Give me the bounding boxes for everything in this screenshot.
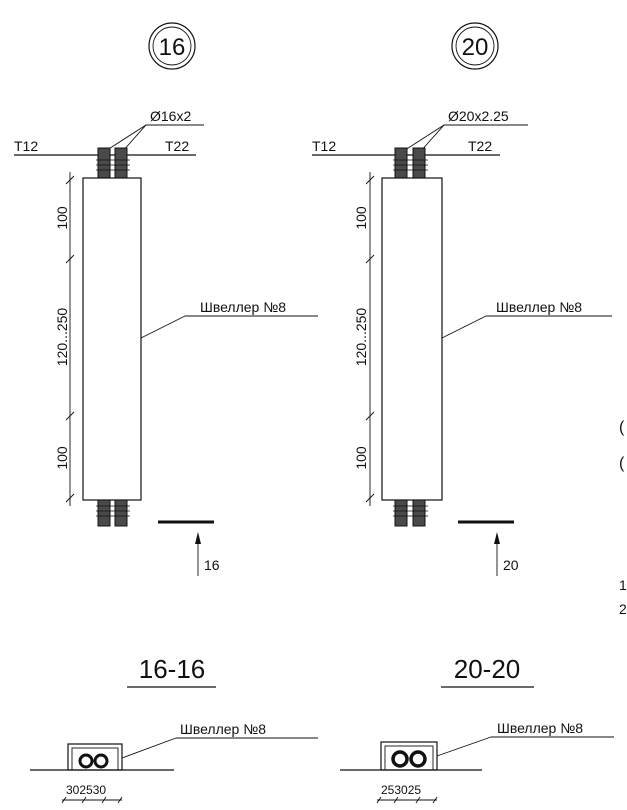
label-t22: T22: [165, 138, 189, 154]
detail-16: 16 Ø16x2 T12 T22: [14, 22, 318, 804]
section-dims: 253025: [381, 783, 421, 797]
channel-label: Швеллер №8: [496, 299, 582, 315]
pipe-ends-top: [393, 147, 428, 179]
section-title-16: 16-16: [127, 654, 216, 688]
label-t22: T22: [468, 138, 492, 154]
channel-label: Швеллер №8: [200, 299, 286, 315]
dim-top: 100: [54, 206, 70, 230]
dim-bottom: 100: [353, 446, 369, 470]
section-marker-label: 16: [204, 557, 220, 573]
section-view: Швеллер №8 253025: [340, 720, 614, 804]
section-cut-marker: 20: [458, 520, 519, 576]
edge-fragments: ( ( 1 2: [619, 419, 627, 617]
section-title-20: 20-20: [441, 654, 534, 688]
detail-20: 20 Ø20x2.25 T12 T22: [312, 22, 614, 804]
edge-fragment: 1: [619, 577, 627, 593]
section-channel-label: Швеллер №8: [180, 721, 266, 737]
channel-body: [381, 177, 443, 501]
detail-badge-text: 16: [159, 34, 186, 61]
pipe-ends-bottom: [96, 499, 130, 527]
edge-fragment: (: [619, 419, 625, 436]
dim-mid: 120...250: [54, 308, 70, 367]
dim-top: 100: [353, 206, 369, 230]
section-marker-label: 20: [503, 557, 519, 573]
label-t12: T12: [14, 138, 38, 154]
dimension-chain: 100 120...250 100: [54, 172, 75, 506]
pipe-ends-top: [96, 147, 130, 179]
dim-mid: 120...250: [353, 308, 369, 367]
detail-badge-text: 20: [462, 34, 489, 61]
pipe-size-label: Ø20x2.25: [448, 108, 509, 124]
section-cut-marker: 16: [158, 520, 220, 576]
detail-badge-20: 20: [451, 22, 499, 70]
edge-fragment: 2: [619, 601, 627, 617]
label-t12: T12: [312, 138, 336, 154]
pipe-ends-bottom: [393, 499, 428, 527]
pipe-size-callout: Ø20x2.25: [401, 108, 528, 153]
detail-badge-16: 16: [148, 22, 196, 70]
channel-body: [82, 177, 142, 501]
section-view: Швеллер №8 302530: [30, 721, 318, 804]
section-title: 20-20: [454, 654, 521, 684]
edge-fragment: (: [619, 455, 625, 472]
section-dims: 302530: [66, 783, 106, 797]
section-title: 16-16: [139, 654, 206, 684]
channel-callout: Швеллер №8: [140, 299, 318, 339]
dimension-chain: 100 120...250 100: [353, 172, 375, 506]
channel-callout: Швеллер №8: [441, 299, 612, 339]
section-channel-label: Швеллер №8: [497, 720, 583, 736]
dim-bottom: 100: [54, 446, 70, 470]
pipe-size-label: Ø16x2: [150, 108, 191, 124]
